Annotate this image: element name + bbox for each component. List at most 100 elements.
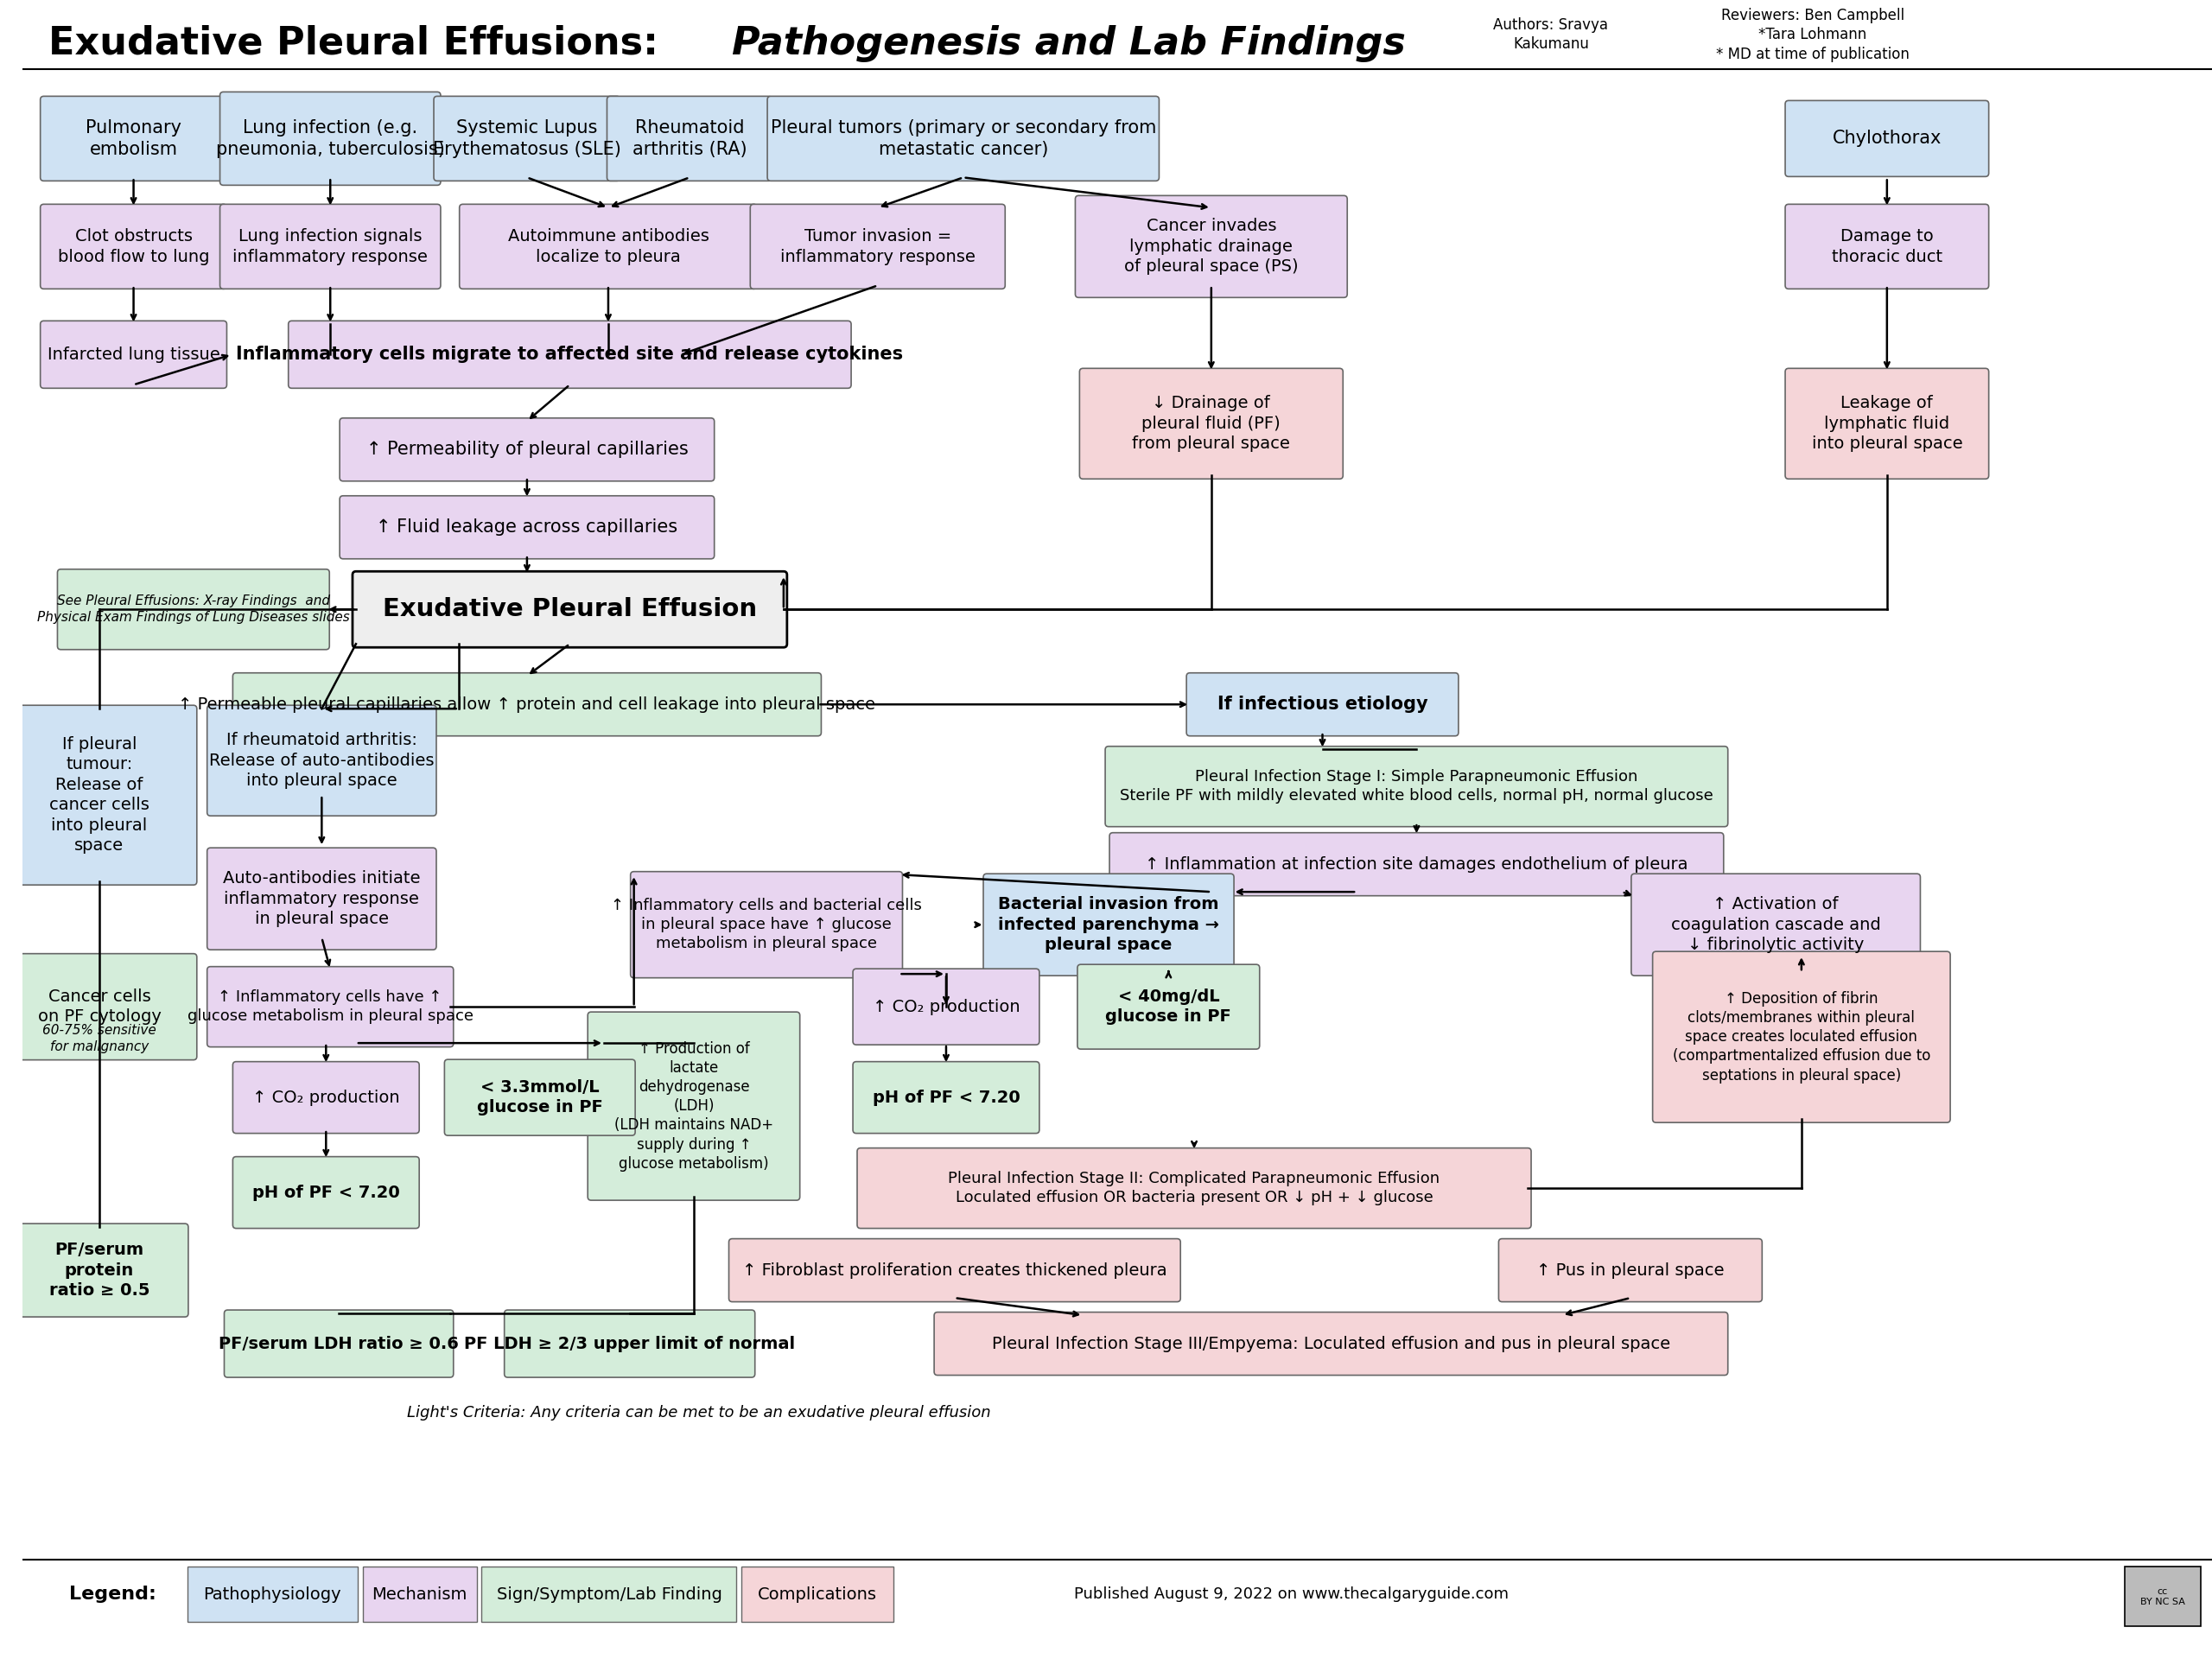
FancyBboxPatch shape	[208, 967, 453, 1047]
FancyBboxPatch shape	[984, 874, 1234, 975]
Text: Pulmonary
embolism: Pulmonary embolism	[86, 119, 181, 158]
FancyBboxPatch shape	[730, 1239, 1181, 1302]
FancyBboxPatch shape	[40, 204, 228, 289]
Text: Legend:: Legend:	[69, 1586, 157, 1603]
Text: If infectious etiology: If infectious etiology	[1217, 695, 1427, 713]
Text: ↑ CO₂ production: ↑ CO₂ production	[872, 999, 1020, 1015]
FancyBboxPatch shape	[232, 1156, 420, 1228]
Text: ↑ Deposition of fibrin
clots/membranes within pleural
space creates loculated ef: ↑ Deposition of fibrin clots/membranes w…	[1672, 990, 1931, 1083]
FancyBboxPatch shape	[588, 1012, 801, 1199]
FancyBboxPatch shape	[341, 418, 714, 481]
Text: Authors: Sravya
Kakumanu: Authors: Sravya Kakumanu	[1493, 18, 1608, 53]
Text: Sign/Symptom/Lab Finding: Sign/Symptom/Lab Finding	[495, 1586, 721, 1603]
Text: PF/serum LDH ratio ≥ 0.6: PF/serum LDH ratio ≥ 0.6	[219, 1335, 458, 1352]
FancyBboxPatch shape	[768, 96, 1159, 181]
Text: ↑ Inflammation at infection site damages endothelium of pleura: ↑ Inflammation at infection site damages…	[1146, 856, 1688, 873]
FancyBboxPatch shape	[288, 320, 852, 388]
FancyBboxPatch shape	[219, 204, 440, 289]
FancyBboxPatch shape	[2, 954, 197, 1060]
Text: Pleural Infection Stage III/Empyema: Loculated effusion and pus in pleural space: Pleural Infection Stage III/Empyema: Loc…	[991, 1335, 1670, 1352]
Text: Tumor invasion =
inflammatory response: Tumor invasion = inflammatory response	[781, 229, 975, 265]
FancyBboxPatch shape	[223, 1311, 453, 1377]
FancyBboxPatch shape	[1785, 204, 1989, 289]
Text: Pathophysiology: Pathophysiology	[204, 1586, 341, 1603]
Text: Clot obstructs
blood flow to lung: Clot obstructs blood flow to lung	[58, 229, 210, 265]
FancyBboxPatch shape	[854, 1062, 1040, 1133]
Text: Rheumatoid
arthritis (RA): Rheumatoid arthritis (RA)	[633, 119, 748, 158]
Text: pH of PF < 7.20: pH of PF < 7.20	[252, 1185, 400, 1201]
FancyBboxPatch shape	[933, 1312, 1728, 1375]
FancyBboxPatch shape	[363, 1566, 476, 1623]
FancyBboxPatch shape	[208, 848, 436, 949]
FancyBboxPatch shape	[630, 871, 902, 977]
Text: < 3.3mmol/L
glucose in PF: < 3.3mmol/L glucose in PF	[478, 1078, 604, 1117]
Text: Published August 9, 2022 on www.thecalgaryguide.com: Published August 9, 2022 on www.thecalga…	[1075, 1586, 1509, 1603]
FancyBboxPatch shape	[2126, 1566, 2201, 1626]
Text: See Pleural Effusions: X-ray Findings  and
Physical Exam Findings of Lung Diseas: See Pleural Effusions: X-ray Findings an…	[38, 596, 349, 624]
FancyBboxPatch shape	[1500, 1239, 1763, 1302]
FancyBboxPatch shape	[1106, 747, 1728, 826]
Text: ↑ Pus in pleural space: ↑ Pus in pleural space	[1537, 1262, 1725, 1279]
Text: Lung infection signals
inflammatory response: Lung infection signals inflammatory resp…	[232, 229, 427, 265]
Text: Autoimmune antibodies
localize to pleura: Autoimmune antibodies localize to pleura	[507, 229, 708, 265]
Text: Leakage of
lymphatic fluid
into pleural space: Leakage of lymphatic fluid into pleural …	[1812, 395, 1962, 453]
Text: ↑ Permeability of pleural capillaries: ↑ Permeability of pleural capillaries	[365, 441, 688, 458]
FancyBboxPatch shape	[352, 571, 787, 647]
FancyBboxPatch shape	[208, 705, 436, 816]
FancyBboxPatch shape	[434, 96, 619, 181]
Text: If rheumatoid arthritis:
Release of auto-antibodies
into pleural space: If rheumatoid arthritis: Release of auto…	[210, 732, 434, 790]
FancyBboxPatch shape	[2, 705, 197, 884]
Text: Exudative Pleural Effusions:: Exudative Pleural Effusions:	[49, 25, 672, 61]
Text: cc
BY NC SA: cc BY NC SA	[2139, 1588, 2185, 1606]
FancyBboxPatch shape	[504, 1311, 754, 1377]
FancyBboxPatch shape	[232, 1062, 420, 1133]
FancyBboxPatch shape	[1186, 674, 1458, 737]
FancyBboxPatch shape	[482, 1566, 737, 1623]
Text: 60-75% sensitive
for malignancy: 60-75% sensitive for malignancy	[42, 1024, 157, 1053]
Text: Lung infection (e.g.
pneumonia, tuberculosis): Lung infection (e.g. pneumonia, tubercul…	[217, 119, 445, 158]
Text: ↑ Activation of
coagulation cascade and
↓ fibrinolytic activity: ↑ Activation of coagulation cascade and …	[1670, 896, 1880, 954]
Text: Pathogenesis and Lab Findings: Pathogenesis and Lab Findings	[732, 25, 1407, 61]
FancyBboxPatch shape	[854, 969, 1040, 1045]
Text: Pleural tumors (primary or secondary from
metastatic cancer): Pleural tumors (primary or secondary fro…	[770, 119, 1157, 158]
Text: Pleural Infection Stage I: Simple Parapneumonic Effusion
Sterile PF with mildly : Pleural Infection Stage I: Simple Parapn…	[1119, 770, 1714, 805]
Text: ↑ CO₂ production: ↑ CO₂ production	[252, 1090, 400, 1105]
Text: Inflammatory cells migrate to affected site and release cytokines: Inflammatory cells migrate to affected s…	[237, 345, 902, 363]
FancyBboxPatch shape	[1785, 368, 1989, 479]
Text: Auto-antibodies initiate
inflammatory response
in pleural space: Auto-antibodies initiate inflammatory re…	[223, 871, 420, 927]
Text: Reviewers: Ben Campbell
*Tara Lohmann
* MD at time of publication: Reviewers: Ben Campbell *Tara Lohmann * …	[1717, 8, 1909, 61]
FancyBboxPatch shape	[460, 204, 757, 289]
Text: Mechanism: Mechanism	[372, 1586, 467, 1603]
FancyBboxPatch shape	[858, 1148, 1531, 1228]
Text: PF LDH ≥ 2/3 upper limit of normal: PF LDH ≥ 2/3 upper limit of normal	[465, 1335, 794, 1352]
Text: Complications: Complications	[759, 1586, 876, 1603]
Text: ↑ Inflammatory cells and bacterial cells
in pleural space have ↑ glucose
metabol: ↑ Inflammatory cells and bacterial cells…	[611, 898, 922, 952]
FancyBboxPatch shape	[1077, 964, 1259, 1048]
Text: Systemic Lupus
Erythematosus (SLE): Systemic Lupus Erythematosus (SLE)	[434, 119, 622, 158]
Text: pH of PF < 7.20: pH of PF < 7.20	[872, 1090, 1020, 1105]
FancyBboxPatch shape	[445, 1060, 635, 1135]
FancyBboxPatch shape	[606, 96, 772, 181]
Text: Cancer cells
on PF cytology: Cancer cells on PF cytology	[38, 989, 161, 1025]
FancyBboxPatch shape	[1652, 952, 1951, 1123]
Text: Infarcted lung tissue: Infarcted lung tissue	[46, 347, 219, 363]
Text: ↓ Drainage of
pleural fluid (PF)
from pleural space: ↓ Drainage of pleural fluid (PF) from pl…	[1133, 395, 1290, 453]
Text: PF/serum
protein
ratio ≥ 0.5: PF/serum protein ratio ≥ 0.5	[49, 1241, 150, 1299]
Text: Light's Criteria: Any criteria can be met to be an exudative pleural effusion: Light's Criteria: Any criteria can be me…	[407, 1405, 991, 1420]
Text: Cancer invades
lymphatic drainage
of pleural space (PS): Cancer invades lymphatic drainage of ple…	[1124, 217, 1298, 275]
FancyBboxPatch shape	[1075, 196, 1347, 297]
Text: ↑ Inflammatory cells have ↑
glucose metabolism in pleural space: ↑ Inflammatory cells have ↑ glucose meta…	[188, 989, 473, 1024]
FancyBboxPatch shape	[11, 1224, 188, 1317]
FancyBboxPatch shape	[40, 320, 228, 388]
Text: Exudative Pleural Effusion: Exudative Pleural Effusion	[383, 597, 757, 622]
Text: Chylothorax: Chylothorax	[1832, 129, 1942, 148]
FancyBboxPatch shape	[1630, 874, 1920, 975]
Text: ↑ Permeable pleural capillaries allow ↑ protein and cell leakage into pleural sp: ↑ Permeable pleural capillaries allow ↑ …	[179, 697, 876, 713]
Text: < 40mg/dL
glucose in PF: < 40mg/dL glucose in PF	[1106, 989, 1232, 1025]
FancyBboxPatch shape	[219, 91, 440, 186]
FancyBboxPatch shape	[341, 496, 714, 559]
FancyBboxPatch shape	[750, 204, 1004, 289]
FancyBboxPatch shape	[232, 674, 821, 737]
FancyBboxPatch shape	[1079, 368, 1343, 479]
FancyBboxPatch shape	[58, 569, 330, 650]
